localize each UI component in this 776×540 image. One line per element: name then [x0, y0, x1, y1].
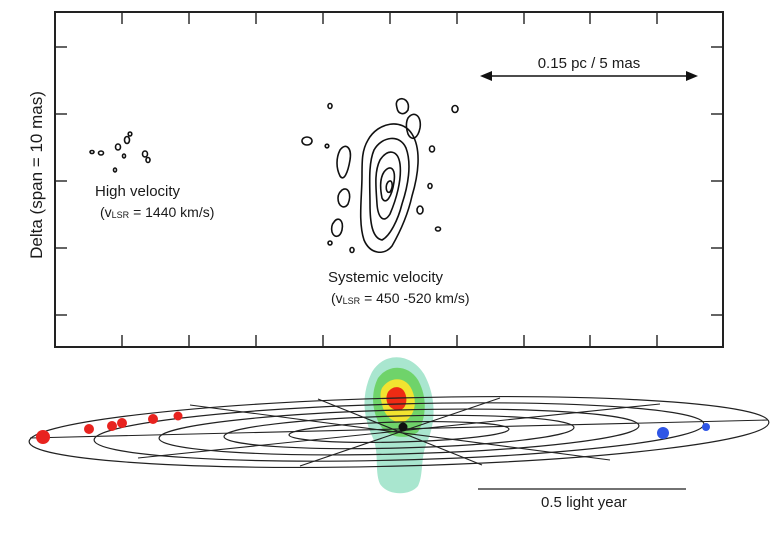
high-velocity-vlsr: (vLSR = 1440 km/s) [100, 204, 214, 220]
contour-map-panel: Delta (span = 10 mas) 0.15 pc / 5 mas Hi… [27, 11, 724, 348]
blueshifted-masers [657, 423, 710, 439]
redshifted-maser [84, 424, 94, 434]
scale-bar-label: 0.15 pc / 5 mas [538, 55, 641, 72]
disk-spokes [29, 397, 769, 467]
angular-scale-bar: 0.15 pc / 5 mas [480, 55, 698, 81]
y-axis-label: Delta (span = 10 mas) [27, 91, 46, 259]
disk-illustration: 0.5 light year [28, 357, 770, 511]
linear-scale-label: 0.5 light year [541, 494, 627, 511]
redshifted-maser [107, 421, 117, 431]
vlsr-value: = 1440 km/s) [129, 204, 214, 220]
high-velocity-contours [89, 131, 151, 173]
blueshifted-maser [702, 423, 710, 431]
y-axis-ticks [55, 46, 723, 316]
systemic-velocity-title: Systemic velocity [328, 269, 444, 286]
vlsr-subscript: LSR [343, 296, 361, 306]
redshifted-maser [148, 414, 158, 424]
vlsr-prefix: (v [331, 290, 343, 306]
vlsr-subscript: LSR [112, 210, 130, 220]
redshifted-maser [117, 418, 127, 428]
x-axis-ticks [121, 12, 658, 347]
systemic-velocity-vlsr: (vLSR = 450 -520 km/s) [331, 290, 470, 306]
high-velocity-title: High velocity [95, 183, 181, 200]
blueshifted-maser [657, 427, 669, 439]
systemic-velocity-contours [301, 97, 459, 254]
central-black-hole [398, 422, 408, 432]
redshifted-maser [173, 411, 183, 421]
plot-frame [54, 11, 724, 348]
vlsr-prefix: (v [100, 204, 112, 220]
redshifted-maser [36, 430, 50, 444]
redshifted-masers [36, 411, 183, 444]
vlsr-value: = 450 -520 km/s) [360, 290, 469, 306]
